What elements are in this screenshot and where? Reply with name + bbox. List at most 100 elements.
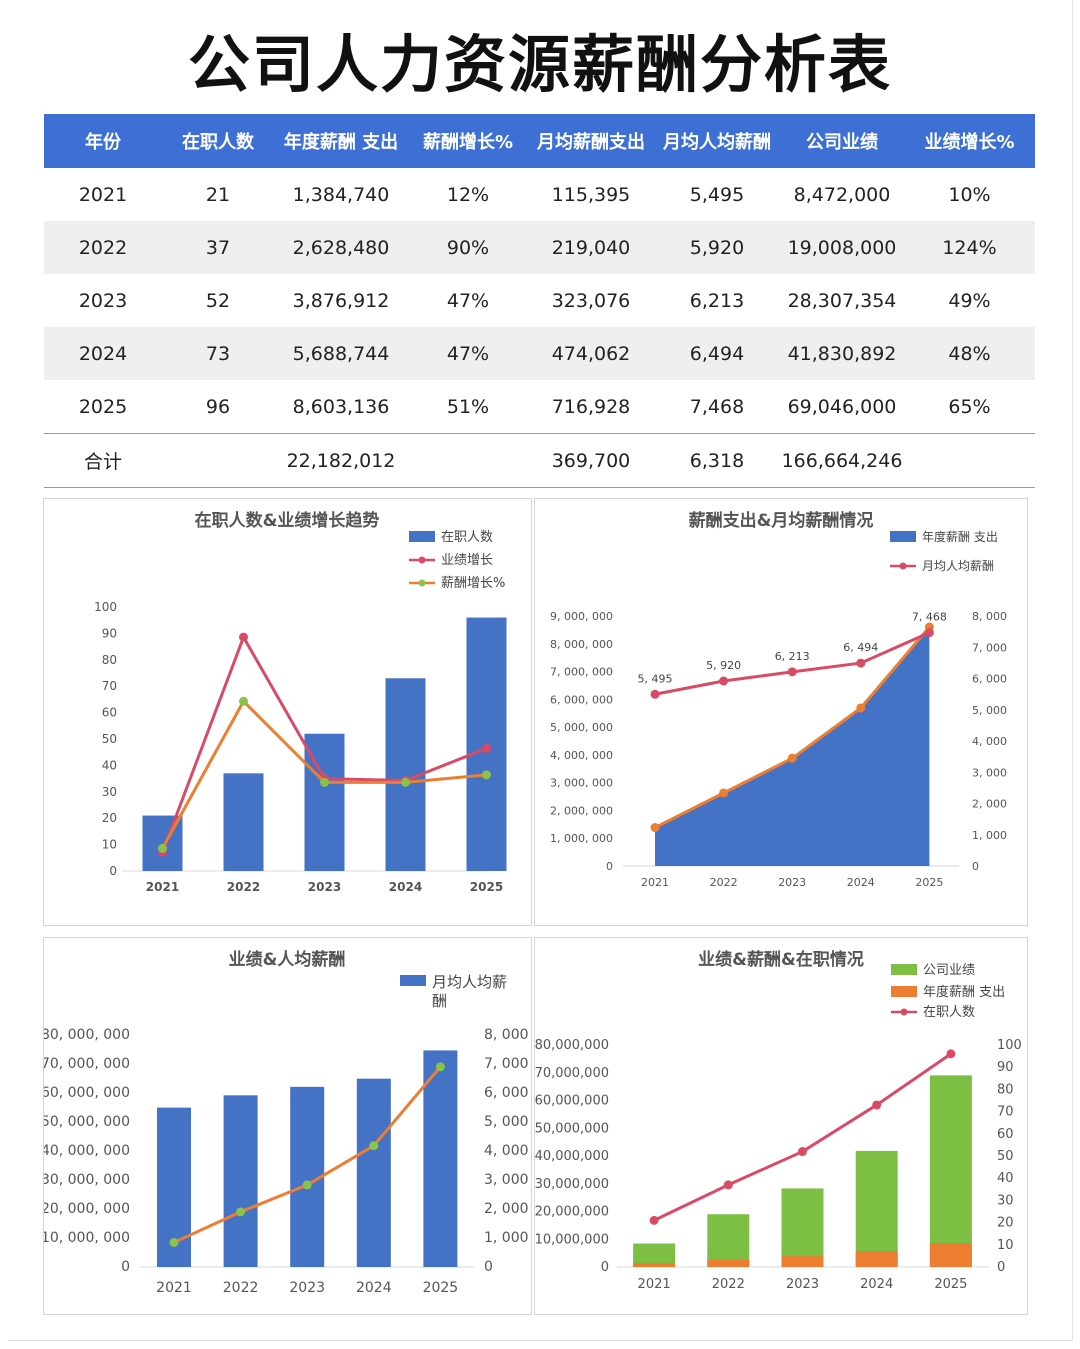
legend-label: 在职人数	[441, 530, 493, 545]
table-row: 2023 52 3,876,912 47% 323,076 6,213 28,3…	[44, 274, 1035, 327]
y-right-tick-label: 2, 000	[484, 1201, 529, 1217]
y-left-tick-label: 20, 000, 000	[44, 1201, 130, 1217]
y-left-tick-label: 70	[102, 679, 117, 693]
point-avg-salary	[787, 667, 797, 677]
chart-svg: 在职人数&业绩增长趋势01020304050607080901000%20%40…	[94, 510, 507, 894]
table-cell: 22,182,012	[274, 433, 408, 488]
table-cell: 369,700	[528, 433, 654, 488]
y-right-tick-label: 3, 000	[972, 766, 1007, 779]
data-label-avg-salary: 5, 920	[706, 659, 741, 672]
y-right-tick-label: 30	[997, 1193, 1014, 1208]
table-cell: 219,040	[528, 221, 654, 274]
table-cell: 48%	[904, 327, 1035, 380]
chart-title: 在职人数&业绩增长趋势	[195, 510, 380, 531]
data-label-avg-salary: 6, 494	[843, 641, 878, 654]
bar-annual-salary	[707, 1259, 750, 1267]
point-performance	[369, 1141, 379, 1151]
table-cell: 47%	[446, 289, 490, 312]
point-salary-growth	[239, 696, 248, 706]
x-axis-label: 2022	[712, 1277, 745, 1292]
y-left-tick-label: 9, 000, 000	[550, 610, 613, 623]
table-cell: 37	[162, 221, 274, 274]
table-cell: 716,928	[551, 395, 631, 418]
bar-annual-salary	[929, 1243, 972, 1267]
column-header: 月均薪酬支出	[528, 114, 654, 168]
y-left-tick-label: 3, 000, 000	[550, 777, 613, 790]
table-cell	[162, 433, 274, 488]
point-avg-salary	[719, 676, 729, 686]
y-right-tick-label: 1, 000	[972, 829, 1007, 842]
y-right-tick-label: 6, 000	[484, 1085, 529, 1101]
y-right-tick-label: 90	[997, 1060, 1014, 1075]
y-left-tick-label: 50	[102, 732, 117, 746]
legend-swatch	[400, 975, 426, 986]
x-axis-label: 2023	[786, 1277, 819, 1292]
table-cell: 1,384,740	[292, 183, 390, 206]
legend-swatch	[891, 986, 917, 997]
column-header: 在职人数	[162, 114, 274, 168]
point-annual-salary	[719, 788, 729, 798]
point-performance-growth	[482, 743, 491, 753]
table-cell: 5,688,744	[274, 327, 408, 380]
y-left-tick-label: 10,000,000	[535, 1232, 609, 1247]
bar-annual-salary	[855, 1251, 898, 1267]
table-cell: 合计	[44, 433, 162, 488]
table-cell: 69,046,000	[787, 395, 897, 418]
legend-swatch	[409, 531, 435, 542]
table-cell: 2023	[78, 289, 128, 312]
y-right-tick-label: 80	[997, 1082, 1014, 1097]
y-right-tick-label: 0	[997, 1260, 1005, 1275]
point-headcount	[649, 1215, 659, 1225]
point-performance	[236, 1207, 246, 1217]
chart-panel-salary-expense: 薪酬支出&月均薪酬情况 0 1, 000, 000 2, 000, 000 3, 000…	[534, 498, 1028, 926]
x-axis-label: 2025	[423, 1280, 459, 1296]
y-right-tick-label: 40	[997, 1171, 1014, 1186]
y-left-tick-label: 40, 000, 000	[44, 1143, 130, 1159]
point-annual-salary	[787, 753, 797, 763]
y-left-tick-label: 30, 000, 000	[44, 1172, 130, 1188]
table-cell: 2022	[44, 221, 162, 274]
point-performance	[435, 1062, 445, 1072]
table-cell: 124%	[904, 221, 1035, 274]
y-left-tick-label: 2, 000, 000	[550, 804, 613, 817]
point-headcount	[723, 1180, 733, 1190]
y-left-tick-label: 40	[102, 758, 117, 772]
data-label-avg-salary: 5, 495	[638, 672, 673, 685]
bar-headcount	[223, 773, 264, 871]
x-axis-label: 2022	[227, 880, 260, 894]
area-annual-salary	[655, 627, 930, 866]
legend-label: 薪酬增长%	[441, 576, 505, 591]
table-cell: 115,395	[551, 183, 631, 206]
point-salary-growth	[482, 770, 491, 780]
x-axis-label: 2023	[289, 1280, 325, 1296]
y-left-tick-label: 40,000,000	[535, 1149, 609, 1164]
legend-marker	[418, 579, 426, 587]
chart-panel-performance-salary-headcount: 业绩&薪酬&在职情况 0 10,000,000 20,000,000 30,000,00…	[534, 937, 1028, 1315]
y-left-tick-label: 30,000,000	[535, 1177, 609, 1192]
column-header: 薪酬增长%	[408, 114, 528, 168]
y-right-tick-label: 0	[972, 860, 979, 873]
column-header: 业绩增长%	[904, 114, 1035, 168]
legend-swatch	[890, 531, 916, 542]
table-cell: 41,830,892	[780, 327, 904, 380]
x-axis-label: 2021	[156, 1280, 192, 1296]
legend-marker	[900, 1008, 908, 1016]
y-left-tick-label: 70,000,000	[535, 1066, 609, 1081]
y-left-tick-label: 90	[102, 626, 117, 640]
legend-label: 年度薪酬 支出	[923, 984, 1005, 1000]
y-right-tick-label: 8, 000	[972, 610, 1007, 623]
y-left-tick-label: 0	[121, 1259, 130, 1275]
chart-svg: 业绩&薪酬&在职情况 0 10,000,000 20,000,000 30,000,00…	[535, 949, 1022, 1292]
y-left-tick-label: 0	[109, 864, 117, 878]
table-cell: 73	[162, 327, 274, 380]
x-axis-label: 2023	[308, 880, 341, 894]
y-left-tick-label: 5, 000, 000	[550, 721, 613, 734]
point-salary-growth	[401, 777, 410, 787]
point-annual-salary	[650, 823, 660, 833]
bar-performance	[855, 1150, 898, 1267]
y-left-tick-label: 60, 000, 000	[44, 1085, 130, 1101]
point-headcount	[798, 1147, 807, 1157]
legend-label: 在职人数	[923, 1005, 975, 1020]
point-salary-growth	[320, 777, 329, 787]
y-right-tick-label: 20	[997, 1216, 1014, 1231]
